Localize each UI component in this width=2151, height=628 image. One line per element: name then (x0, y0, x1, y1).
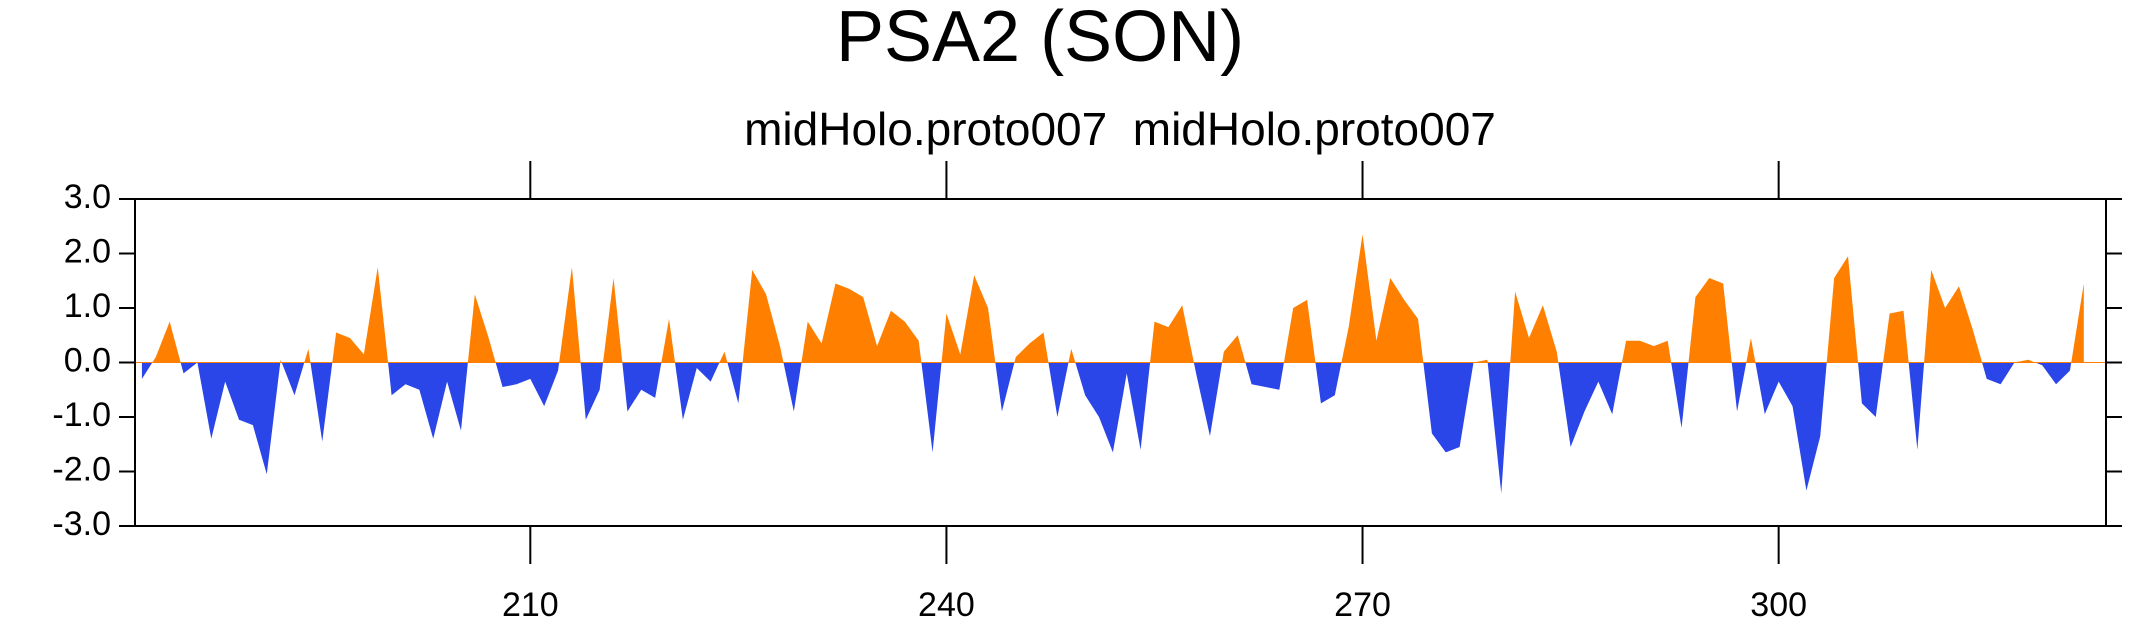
x-tick-label: 210 (502, 586, 559, 624)
y-tick-label: 3.0 (64, 178, 111, 216)
y-tick-label: 1.0 (64, 287, 111, 325)
x-tick-label: 270 (1334, 586, 1391, 624)
positive-area (141, 234, 2084, 363)
y-tick-label: -2.0 (52, 450, 111, 488)
y-tick-label: 2.0 (64, 232, 111, 270)
x-tick-label: 240 (918, 586, 975, 624)
x-tick-label: 300 (1750, 586, 1807, 624)
y-tick-label: 0.0 (64, 341, 111, 379)
y-tick-label: -1.0 (52, 396, 111, 434)
chart-subtitle: midHolo.proto007 midHolo.proto007 (744, 103, 1496, 155)
chart-title: PSA2 (SON) (836, 0, 1244, 77)
negative-area (141, 362, 2084, 494)
y-tick-label: -3.0 (52, 505, 111, 543)
